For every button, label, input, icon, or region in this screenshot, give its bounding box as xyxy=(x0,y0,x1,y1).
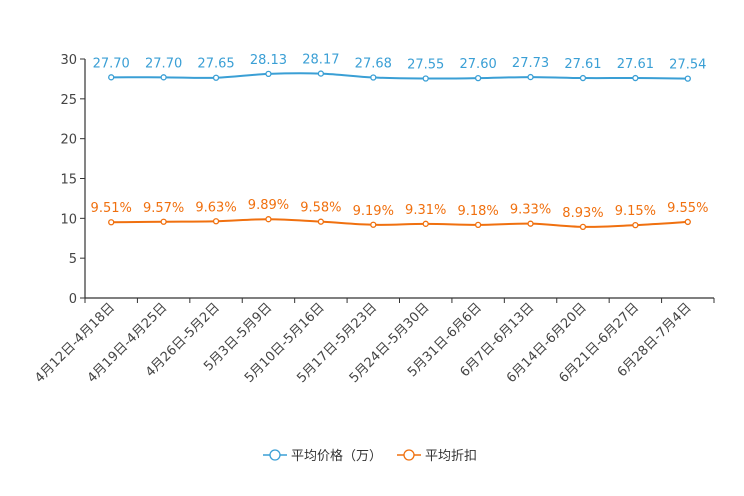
data-label: 9.63% xyxy=(195,200,236,215)
data-label: 9.89% xyxy=(248,198,289,213)
data-point[interactable] xyxy=(370,74,377,81)
y-tick-label: 30 xyxy=(60,53,77,68)
data-point[interactable] xyxy=(160,218,167,225)
data-point[interactable] xyxy=(422,75,429,82)
data-label: 27.68 xyxy=(355,56,392,71)
data-point[interactable] xyxy=(422,220,429,227)
data-point[interactable] xyxy=(632,74,639,82)
data-label: 27.55 xyxy=(407,58,444,73)
data-label: 28.17 xyxy=(302,53,339,68)
data-label: 9.58% xyxy=(300,201,341,216)
data-point[interactable] xyxy=(684,218,691,226)
legend-label[interactable]: 平均折扣 xyxy=(425,449,477,464)
series-line-0 xyxy=(111,72,688,80)
data-point[interactable] xyxy=(212,74,220,81)
y-tick-label: 25 xyxy=(60,93,77,108)
data-point[interactable] xyxy=(579,74,587,82)
data-label: 9.15% xyxy=(615,204,656,219)
y-tick-label: 15 xyxy=(60,173,77,188)
data-label: 9.18% xyxy=(457,204,498,219)
data-point[interactable] xyxy=(474,221,482,229)
y-tick-label: 10 xyxy=(60,212,77,227)
data-point[interactable] xyxy=(579,223,587,231)
data-point[interactable] xyxy=(632,221,639,229)
data-label: 9.33% xyxy=(510,203,551,218)
y-tick-label: 20 xyxy=(60,133,77,148)
data-point[interactable] xyxy=(527,220,534,227)
data-label: 27.61 xyxy=(617,57,654,72)
data-label: 27.73 xyxy=(512,56,549,71)
data-label: 27.70 xyxy=(145,56,182,71)
data-label: 27.60 xyxy=(460,57,497,72)
data-point[interactable] xyxy=(474,74,482,82)
data-label: 9.31% xyxy=(405,203,446,218)
data-point[interactable] xyxy=(684,75,691,82)
data-label: 28.13 xyxy=(250,53,287,68)
data-label: 27.70 xyxy=(93,56,130,71)
data-point[interactable] xyxy=(108,219,115,226)
data-label: 9.55% xyxy=(667,201,708,216)
data-point[interactable] xyxy=(108,74,115,81)
y-tick-label: 5 xyxy=(69,252,77,267)
data-point[interactable] xyxy=(265,70,272,78)
data-point[interactable] xyxy=(212,218,220,225)
data-point[interactable] xyxy=(317,218,325,225)
series-line-1 xyxy=(111,218,688,228)
legend-marker-icon[interactable] xyxy=(403,449,415,461)
data-label: 9.51% xyxy=(91,201,132,216)
data-label: 27.54 xyxy=(669,58,706,73)
data-label: 8.93% xyxy=(562,206,603,221)
y-tick-label: 0 xyxy=(69,292,77,307)
legend-label[interactable]: 平均价格（万） xyxy=(291,448,382,464)
data-point[interactable] xyxy=(265,216,272,223)
data-label: 27.61 xyxy=(564,57,601,72)
data-point[interactable] xyxy=(370,221,377,228)
legend-marker-icon[interactable] xyxy=(269,449,281,461)
data-point[interactable] xyxy=(527,73,534,81)
data-label: 9.57% xyxy=(143,201,184,216)
data-label: 9.19% xyxy=(353,204,394,219)
data-point[interactable] xyxy=(317,70,325,77)
data-point[interactable] xyxy=(160,74,167,81)
data-label: 27.65 xyxy=(197,57,234,72)
